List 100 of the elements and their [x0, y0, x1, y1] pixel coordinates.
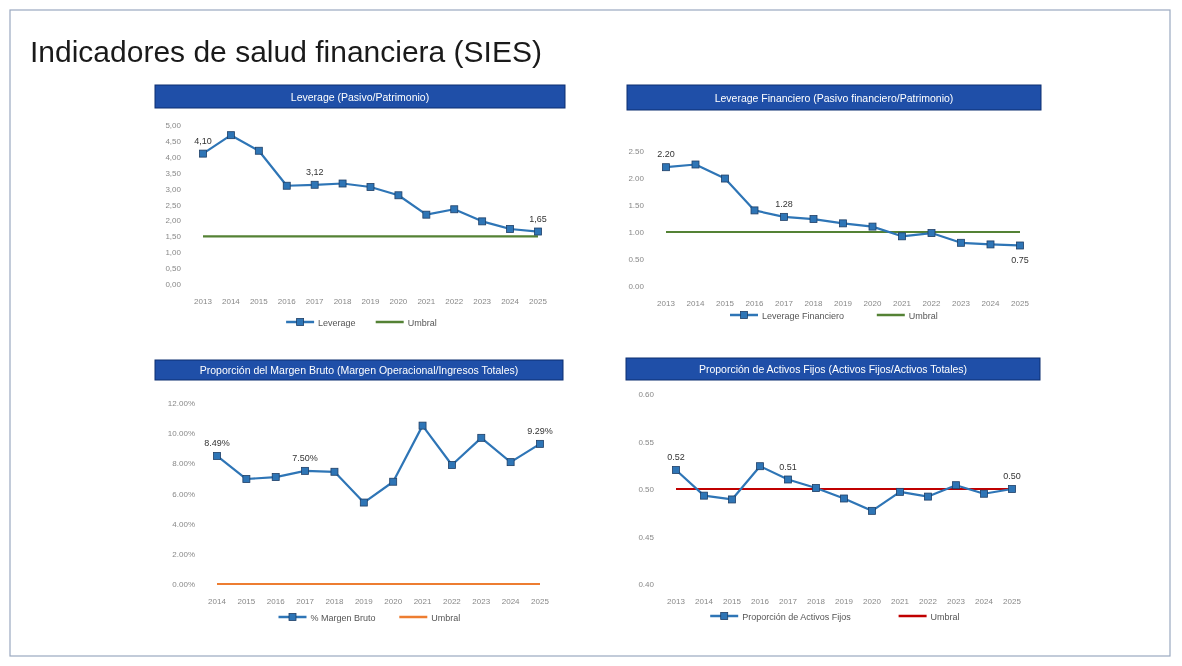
point [784, 475, 792, 484]
y-tick-label: 3,00 [165, 184, 182, 194]
x-tick-label: 2020 [384, 597, 403, 606]
x-tick-label: 2016 [751, 597, 770, 606]
x-tick-label: 2014 [686, 299, 705, 308]
y-tick-label: 2.50 [628, 147, 645, 156]
point [1008, 485, 1016, 493]
point [868, 506, 876, 515]
legend-label: Leverage [318, 317, 356, 328]
x-tick-label: 2016 [277, 297, 297, 306]
legend-label: Umbral [930, 611, 960, 622]
point [898, 232, 906, 241]
point [394, 191, 403, 200]
point [756, 462, 764, 471]
point [980, 489, 988, 498]
x-tick-label: 2021 [891, 597, 910, 606]
y-tick-label: 5,00 [165, 121, 182, 130]
y-tick-label: 0.60 [638, 390, 655, 399]
point [242, 475, 251, 483]
point [924, 492, 932, 501]
legend-label: Umbral [908, 310, 938, 321]
x-tick-label: 2014 [695, 597, 714, 606]
point [896, 487, 904, 496]
data-label: 2.20 [657, 149, 675, 160]
x-tick-label: 2017 [779, 597, 798, 606]
data-label: 8.49% [204, 437, 230, 448]
x-tick-label: 2024 [975, 597, 994, 606]
x-tick-label: 2015 [723, 597, 742, 606]
point [750, 206, 759, 215]
y-tick-label: 10.00% [167, 429, 195, 439]
point [809, 215, 818, 223]
y-tick-label: 2.00% [172, 549, 195, 559]
x-tick-label: 2023 [952, 299, 971, 308]
x-tick-label: 2022 [443, 597, 462, 606]
y-tick-label: 8.00% [172, 459, 195, 469]
x-tick-label: 2017 [775, 299, 794, 308]
y-tick-label: 6.00% [172, 489, 195, 499]
data-label: 0.51 [779, 461, 797, 472]
point [662, 163, 670, 172]
x-tick-label: 2019 [354, 597, 374, 606]
point [957, 238, 965, 247]
point [506, 225, 514, 233]
y-tick-label: 0,00 [165, 280, 182, 289]
y-tick-label: 4,00 [165, 152, 182, 162]
x-tick-label: 2021 [893, 299, 912, 308]
x-tick-label: 2014 [208, 597, 227, 606]
y-tick-label: 4,50 [165, 136, 182, 146]
point [691, 160, 700, 169]
point [534, 227, 542, 236]
y-tick-label: 2,00 [165, 216, 182, 226]
point [359, 498, 368, 507]
x-tick-label: 2016 [745, 299, 764, 308]
data-label: 1.28 [775, 198, 793, 209]
x-tick-label: 2022 [445, 297, 464, 306]
x-tick-label: 2025 [531, 597, 550, 606]
y-tick-label: 2.00 [628, 174, 645, 183]
point [199, 149, 207, 158]
point [986, 240, 995, 249]
point [389, 477, 398, 486]
point [213, 452, 221, 460]
data-label: 9.29% [527, 425, 553, 436]
chart-title: Leverage (Pasivo/Patrimonio) [290, 90, 430, 103]
legend-label: Proporción de Activos Fijos [742, 611, 852, 622]
point [254, 146, 263, 155]
x-tick-label: 2024 [501, 297, 520, 306]
data-label: 0.75 [1011, 254, 1029, 265]
x-tick-label: 2020 [389, 297, 408, 306]
point [338, 179, 347, 188]
y-tick-label: 0.50 [628, 255, 645, 264]
point [422, 210, 431, 219]
point [271, 473, 280, 481]
x-tick-label: 2013 [667, 597, 686, 606]
y-tick-label: 1.00 [628, 228, 645, 237]
data-label: 0.50 [1003, 471, 1021, 481]
y-tick-label: 2,50 [165, 200, 182, 210]
x-tick-label: 2024 [501, 597, 521, 606]
data-label: 7.50% [292, 452, 318, 463]
x-tick-label: 2024 [981, 299, 1000, 308]
x-tick-label: 2017 [296, 597, 315, 606]
y-tick-label: 4.00% [172, 519, 195, 529]
point [418, 421, 427, 430]
x-tick-label: 2025 [529, 297, 548, 306]
point [366, 183, 375, 191]
point [536, 439, 544, 448]
x-tick-label: 2021 [417, 297, 436, 306]
x-tick-label: 2023 [947, 597, 966, 606]
y-tick-label: 0.00% [172, 580, 195, 589]
point [450, 205, 459, 214]
point [282, 181, 291, 190]
x-tick-label: 2020 [863, 597, 882, 606]
y-tick-label: 0.50 [638, 485, 655, 494]
point [227, 131, 235, 140]
chart-title: Proporción de Activos Fijos (Activos Fijos/Activos Totales) [698, 363, 968, 375]
x-tick-label: 2016 [266, 597, 286, 606]
y-tick-label: 1,50 [165, 232, 182, 242]
x-tick-label: 2018 [325, 597, 344, 606]
legend-label: Umbral [407, 317, 437, 328]
point [1016, 241, 1024, 250]
data-label: 3,12 [305, 166, 324, 177]
x-tick-label: 2015 [716, 299, 735, 308]
